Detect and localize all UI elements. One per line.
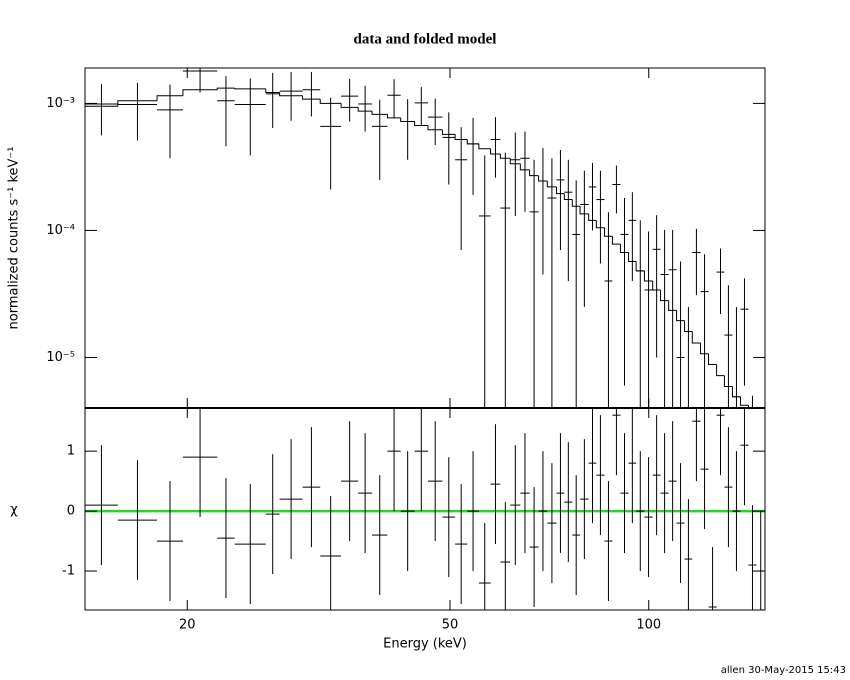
model-step bbox=[643, 270, 653, 282]
model-step bbox=[357, 107, 373, 112]
model-step bbox=[279, 92, 303, 97]
top-plot bbox=[85, 68, 765, 424]
model-step bbox=[691, 331, 701, 344]
model-step bbox=[716, 364, 725, 377]
y-tick-label: 10⁻³ bbox=[46, 96, 75, 111]
model-step bbox=[499, 153, 511, 159]
model-step bbox=[556, 186, 565, 195]
model-step bbox=[302, 95, 321, 100]
model-step bbox=[595, 220, 605, 229]
model-step bbox=[519, 163, 530, 171]
model-step bbox=[708, 353, 717, 366]
y-tick-label: 0 bbox=[67, 504, 75, 519]
model-step bbox=[182, 89, 218, 96]
model-step bbox=[684, 320, 693, 333]
model-step bbox=[756, 415, 765, 424]
bottom-frame bbox=[84, 407, 766, 611]
model-step bbox=[234, 88, 266, 90]
model-step bbox=[700, 342, 709, 355]
model-step bbox=[723, 375, 733, 388]
x-tick-label: 100 bbox=[636, 618, 661, 633]
model-step bbox=[427, 125, 443, 131]
model-step bbox=[619, 244, 629, 254]
y-tick-label: 10⁻⁴ bbox=[46, 223, 75, 238]
model-step bbox=[265, 88, 280, 93]
model-step bbox=[563, 193, 573, 201]
model-step bbox=[652, 280, 661, 291]
y-tick-label: 1 bbox=[67, 444, 75, 459]
model-step bbox=[529, 169, 539, 177]
model-step bbox=[611, 236, 621, 245]
model-step bbox=[660, 289, 669, 302]
model-step bbox=[628, 252, 637, 262]
model-step bbox=[571, 199, 581, 207]
axes: 20 50 100 10⁻⁵ 10⁻⁴ 10⁻³ -1 0 1 bbox=[46, 67, 766, 633]
model-step bbox=[371, 111, 388, 115]
model-step bbox=[340, 103, 359, 108]
chart-title: data and folded model bbox=[354, 31, 497, 47]
model-step bbox=[414, 121, 428, 126]
model-step bbox=[156, 95, 183, 101]
x-tick-label: 20 bbox=[179, 618, 196, 633]
model-step bbox=[478, 143, 491, 150]
x-tick-label: 50 bbox=[442, 618, 459, 633]
y-tick-label: 10⁻⁵ bbox=[46, 350, 75, 365]
y-axis-label: normalized counts s⁻¹ keV⁻¹ bbox=[7, 147, 22, 330]
model-step bbox=[216, 87, 235, 90]
model-step bbox=[546, 180, 557, 188]
model-step bbox=[319, 99, 342, 104]
y-tick-label: -1 bbox=[62, 564, 75, 579]
model-step bbox=[490, 148, 501, 155]
model-step bbox=[441, 129, 456, 135]
model-step bbox=[579, 206, 589, 215]
model-step bbox=[454, 134, 468, 140]
model-step bbox=[588, 213, 597, 221]
x-axis-label: Energy (keV) bbox=[383, 637, 467, 652]
model-step bbox=[676, 310, 685, 322]
top-frame bbox=[84, 67, 766, 409]
residual-axis-label: χ bbox=[10, 503, 18, 518]
model-step bbox=[386, 114, 401, 119]
model-step bbox=[603, 227, 613, 237]
model-step bbox=[668, 300, 677, 311]
model-step bbox=[739, 396, 749, 406]
footer: allen 30-May-2015 15:43 bbox=[721, 665, 846, 676]
